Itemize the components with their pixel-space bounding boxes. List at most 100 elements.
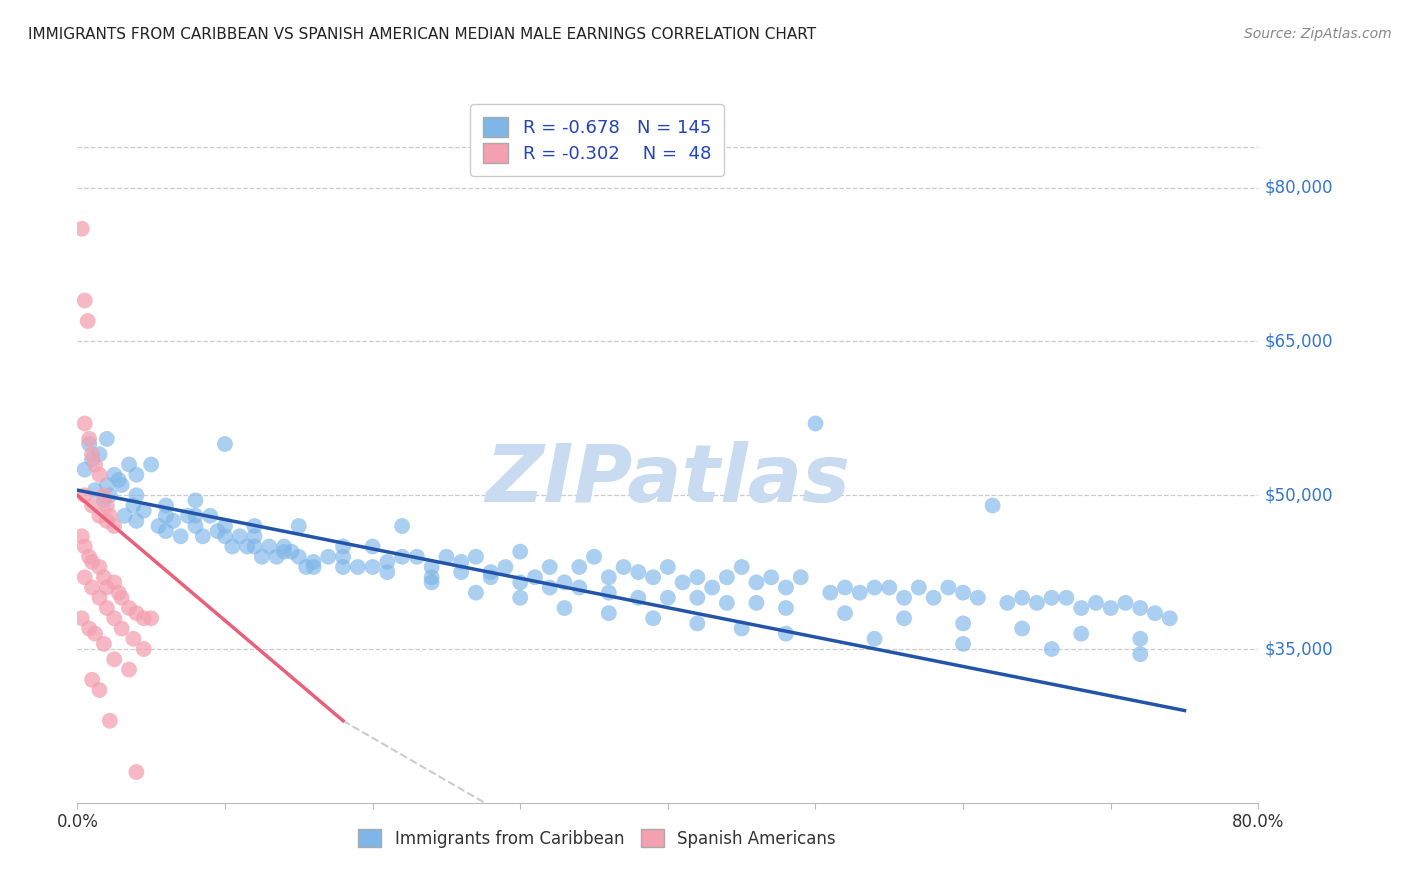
- Point: [177, 508, 200, 523]
- Point: [524, 570, 547, 584]
- Text: $50,000: $50,000: [1264, 486, 1333, 504]
- Point: [70, 611, 93, 625]
- Point: [70, 529, 93, 543]
- Point: [98, 714, 121, 728]
- Point: [420, 570, 443, 584]
- Point: [627, 591, 650, 605]
- Point: [103, 575, 125, 590]
- Point: [288, 549, 311, 564]
- Point: [82, 581, 104, 595]
- Point: [479, 565, 502, 579]
- Point: [686, 616, 709, 631]
- Point: [613, 560, 636, 574]
- Point: [273, 540, 295, 554]
- Point: [162, 514, 184, 528]
- Point: [377, 555, 399, 569]
- Point: [280, 544, 302, 558]
- Point: [761, 570, 783, 584]
- Point: [207, 524, 229, 538]
- Point: [93, 570, 115, 584]
- Point: [125, 514, 148, 528]
- Point: [184, 519, 207, 533]
- Point: [148, 519, 170, 533]
- Point: [141, 458, 163, 472]
- Point: [450, 555, 472, 569]
- Text: ZIPatlas: ZIPatlas: [485, 441, 851, 519]
- Point: [77, 432, 100, 446]
- Point: [84, 483, 107, 497]
- Point: [981, 499, 1004, 513]
- Point: [1129, 647, 1152, 661]
- Point: [465, 549, 488, 564]
- Point: [77, 549, 100, 564]
- Point: [243, 529, 266, 543]
- Point: [103, 467, 125, 482]
- Point: [1115, 596, 1137, 610]
- Point: [731, 622, 754, 636]
- Point: [332, 549, 354, 564]
- Point: [509, 575, 531, 590]
- Point: [509, 591, 531, 605]
- Point: [70, 221, 93, 235]
- Point: [598, 606, 620, 620]
- Point: [82, 447, 104, 461]
- Point: [465, 585, 488, 599]
- Point: [716, 570, 738, 584]
- Point: [509, 544, 531, 558]
- Point: [73, 417, 96, 431]
- Point: [302, 555, 325, 569]
- Point: [89, 508, 111, 523]
- Point: [250, 549, 273, 564]
- Point: [96, 581, 118, 595]
- Point: [122, 499, 145, 513]
- Point: [643, 570, 665, 584]
- Point: [132, 642, 155, 657]
- Point: [82, 555, 104, 569]
- Text: $65,000: $65,000: [1264, 333, 1333, 351]
- Point: [361, 540, 384, 554]
- Point: [89, 591, 111, 605]
- Point: [125, 606, 148, 620]
- Text: Source: ZipAtlas.com: Source: ZipAtlas.com: [1244, 27, 1392, 41]
- Point: [191, 529, 214, 543]
- Point: [89, 447, 111, 461]
- Point: [834, 606, 856, 620]
- Point: [1026, 596, 1049, 610]
- Point: [863, 632, 886, 646]
- Point: [598, 570, 620, 584]
- Point: [643, 611, 665, 625]
- Point: [125, 488, 148, 502]
- Point: [84, 626, 107, 640]
- Point: [132, 611, 155, 625]
- Point: [716, 596, 738, 610]
- Point: [479, 570, 502, 584]
- Point: [200, 508, 222, 523]
- Point: [1056, 591, 1078, 605]
- Point: [1085, 596, 1108, 610]
- Point: [436, 549, 458, 564]
- Point: [73, 488, 96, 502]
- Point: [73, 540, 96, 554]
- Point: [259, 540, 281, 554]
- Point: [672, 575, 695, 590]
- Point: [221, 540, 243, 554]
- Point: [107, 473, 129, 487]
- Point: [107, 585, 129, 599]
- Point: [1159, 611, 1181, 625]
- Point: [332, 560, 354, 574]
- Point: [1011, 591, 1033, 605]
- Point: [922, 591, 945, 605]
- Point: [93, 493, 115, 508]
- Point: [347, 560, 370, 574]
- Point: [125, 765, 148, 780]
- Point: [1070, 601, 1092, 615]
- Point: [952, 637, 974, 651]
- Point: [332, 540, 354, 554]
- Legend: Immigrants from Caribbean, Spanish Americans: Immigrants from Caribbean, Spanish Ameri…: [350, 821, 845, 856]
- Point: [111, 478, 132, 492]
- Point: [790, 570, 813, 584]
- Point: [103, 611, 125, 625]
- Point: [391, 549, 413, 564]
- Point: [98, 508, 121, 523]
- Point: [96, 432, 118, 446]
